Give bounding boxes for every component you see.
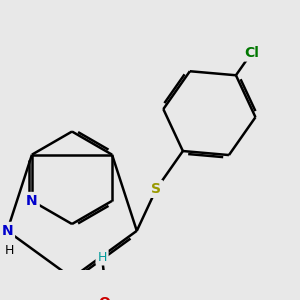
Text: Cl: Cl bbox=[244, 46, 259, 59]
Text: S: S bbox=[151, 182, 161, 196]
Text: H: H bbox=[98, 250, 107, 264]
Text: H: H bbox=[5, 244, 14, 257]
Text: N: N bbox=[26, 194, 38, 208]
Text: O: O bbox=[98, 296, 110, 300]
Text: N: N bbox=[2, 224, 13, 238]
